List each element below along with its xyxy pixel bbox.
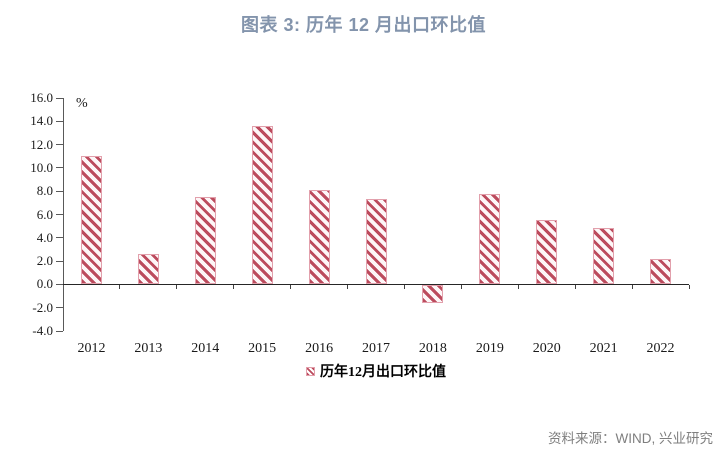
y-axis-tick-label: -2.0: [32, 299, 53, 315]
y-axis-tick: [56, 120, 63, 122]
x-axis-tick: [517, 284, 519, 289]
y-axis-unit-label: %: [76, 96, 88, 111]
bar-2016: [308, 190, 330, 285]
bar-2022: [650, 258, 672, 285]
y-axis-tick-label: 8.0: [36, 183, 53, 199]
y-axis-tick: [56, 283, 63, 285]
y-axis-tick-label: 4.0: [36, 229, 53, 245]
x-axis-tick: [403, 284, 405, 289]
y-axis-tick-label: 0.0: [36, 276, 53, 292]
chart-title: 图表 3: 历年 12 月出口环比值: [240, 15, 487, 35]
y-axis-tick: [56, 260, 63, 262]
y-axis-tick-label: 2.0: [36, 253, 53, 269]
legend-hatched-swatch-icon: [306, 366, 315, 376]
bar-2015: [251, 125, 273, 285]
y-axis-tick-label: -4.0: [32, 323, 53, 338]
bar-2020: [536, 220, 558, 285]
x-axis-label-2019: 2019: [475, 341, 504, 356]
y-axis-tick-label: 6.0: [36, 206, 53, 222]
x-axis-label-2018: 2018: [418, 341, 447, 356]
bar-2021: [593, 228, 615, 285]
y-axis-tick-label: 14.0: [30, 113, 53, 129]
y-axis-tick: [56, 214, 63, 215]
bar-2014: [194, 197, 216, 285]
x-axis-label-2014: 2014: [191, 341, 220, 356]
x-axis-tick: [688, 284, 690, 289]
x-axis-label-2020: 2020: [532, 341, 561, 356]
x-axis-tick: [119, 284, 121, 289]
x-axis-tick: [290, 284, 292, 289]
x-axis-tick: [176, 284, 178, 289]
x-axis-label-2013: 2013: [134, 341, 163, 356]
source-note: 资料来源：WIND, 兴业研究: [548, 431, 713, 446]
x-axis-label-2021: 2021: [589, 341, 618, 356]
x-axis-tick: [233, 284, 235, 289]
x-axis-label-2022: 2022: [646, 341, 675, 356]
x-axis-tick: [347, 284, 349, 289]
x-axis-tick: [631, 284, 633, 289]
y-axis-tick-label: 12.0: [30, 136, 53, 152]
y-axis-tick: [56, 330, 63, 332]
legend-label: 历年12月出口环比值: [320, 365, 446, 380]
y-axis-tick-label: 10.0: [30, 159, 53, 175]
y-axis-tick: [56, 97, 63, 99]
y-axis-tick: [56, 190, 63, 192]
x-axis-label-2012: 2012: [77, 341, 106, 356]
bar-2013: [137, 254, 159, 285]
bar-2018: [422, 285, 444, 303]
legend: 历年12月出口环比值: [63, 361, 689, 381]
bar-2019: [479, 193, 501, 285]
x-axis-tick: [460, 284, 462, 289]
bar-2017: [365, 199, 387, 285]
y-axis-tick: [56, 144, 63, 146]
y-axis-line: [63, 98, 64, 331]
x-axis-tick: [574, 284, 576, 289]
x-axis-label-2016: 2016: [305, 341, 334, 356]
x-axis-zero-line: [63, 283, 689, 285]
x-axis-label-2015: 2015: [248, 341, 277, 356]
y-axis-tick-label: 16.0: [30, 90, 53, 105]
bar-2012: [80, 156, 102, 285]
y-axis-tick: [56, 167, 63, 169]
y-axis-tick: [56, 307, 63, 309]
x-axis-label-2017: 2017: [361, 341, 390, 356]
y-axis-tick: [56, 237, 63, 239]
